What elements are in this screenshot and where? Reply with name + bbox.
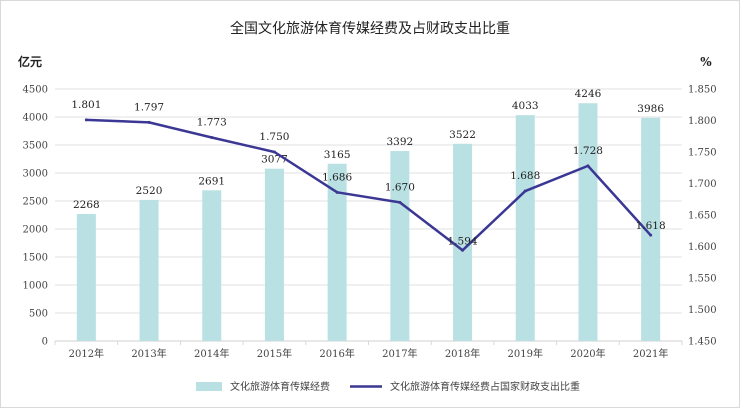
bar bbox=[390, 151, 410, 341]
left-axis-ticks: 0 500 1000 1500 2000 2500 3000 3500 4000 4500 bbox=[23, 85, 48, 348]
line-point bbox=[586, 164, 590, 168]
left-tick-label: 3500 bbox=[23, 141, 48, 152]
x-tick-label: 2013年 bbox=[131, 347, 166, 360]
line-point bbox=[210, 136, 214, 140]
left-tick-label: 2000 bbox=[23, 225, 48, 236]
right-tick-label: 1.550 bbox=[688, 274, 717, 285]
x-axis-ticks: 2012年 2013年 2014年 2015年 2016年 2017年 2018年 2019年… bbox=[54, 341, 683, 360]
bar-value-label: 4246 bbox=[575, 88, 602, 100]
right-tick-label: 1.700 bbox=[688, 179, 717, 190]
line-value-label: 1.594 bbox=[448, 235, 478, 247]
legend: 文化旅游体育传媒经费 文化旅游体育传媒经费占国家财政支出比重 bbox=[196, 380, 580, 393]
x-tick-label: 2019年 bbox=[508, 347, 543, 360]
line-value-label: 1.801 bbox=[71, 99, 101, 111]
x-tick-label: 2017年 bbox=[382, 347, 417, 360]
right-tick-label: 1.800 bbox=[688, 116, 717, 127]
left-tick-label: 2500 bbox=[23, 197, 48, 208]
bar bbox=[453, 143, 473, 341]
line-point bbox=[272, 150, 276, 154]
x-tick-label: 2020年 bbox=[570, 347, 605, 360]
right-axis-ticks: 1.450 1.500 1.550 1.600 1.650 1.700 1.750 1.800… bbox=[688, 85, 717, 348]
bar bbox=[202, 190, 222, 341]
line-point bbox=[461, 248, 465, 252]
right-tick-label: 1.500 bbox=[688, 305, 717, 316]
line-labels: 1.801 1.797 1.773 1.750 1.686 1.670 1.594 1.688… bbox=[71, 99, 665, 247]
line-value-label: 1.618 bbox=[636, 220, 666, 232]
left-axis-unit: 亿元 bbox=[18, 54, 42, 69]
bar bbox=[515, 115, 535, 341]
x-tick-label: 2021年 bbox=[633, 347, 668, 360]
line-series bbox=[84, 118, 653, 252]
line-value-label: 1.688 bbox=[510, 170, 540, 182]
line-value-label: 1.797 bbox=[134, 101, 164, 113]
line-value-label: 1.670 bbox=[385, 181, 415, 193]
bar-value-label: 2520 bbox=[136, 185, 163, 197]
left-tick-label: 500 bbox=[29, 309, 48, 320]
bar-series bbox=[76, 103, 661, 341]
bar-labels: 2268 2520 2691 3077 3165 3392 3522 4033 4246 3986 bbox=[73, 88, 664, 211]
line-value-label: 1.750 bbox=[259, 131, 289, 143]
x-tick-label: 2014年 bbox=[194, 347, 229, 360]
left-tick-label: 0 bbox=[42, 337, 48, 348]
left-tick-label: 4500 bbox=[23, 85, 48, 96]
right-tick-label: 1.600 bbox=[688, 242, 717, 253]
bar-value-label: 3077 bbox=[261, 154, 288, 166]
line-point bbox=[84, 118, 88, 122]
x-tick-label: 2018年 bbox=[445, 347, 480, 360]
left-tick-label: 3000 bbox=[23, 169, 48, 180]
bar-value-label: 3392 bbox=[386, 136, 413, 148]
x-tick-label: 2016年 bbox=[319, 347, 354, 360]
bar-value-label: 3986 bbox=[637, 103, 664, 115]
line-point bbox=[147, 120, 151, 124]
right-tick-label: 1.750 bbox=[688, 148, 717, 159]
right-tick-label: 1.650 bbox=[688, 211, 717, 222]
gridlines bbox=[55, 88, 682, 342]
line-value-label: 1.686 bbox=[322, 171, 352, 183]
bar-value-label: 2691 bbox=[198, 175, 225, 187]
bar bbox=[139, 199, 159, 341]
x-tick-label: 2015年 bbox=[257, 347, 292, 360]
legend-bar-label: 文化旅游体育传媒经费 bbox=[230, 380, 330, 393]
line-value-label: 1.728 bbox=[573, 145, 603, 157]
line-value-label: 1.773 bbox=[197, 117, 227, 129]
bar bbox=[327, 163, 347, 341]
bar bbox=[264, 168, 284, 341]
right-tick-label: 1.450 bbox=[688, 337, 717, 348]
bar bbox=[76, 213, 96, 341]
left-tick-label: 1000 bbox=[23, 281, 48, 292]
x-tick-label: 2012年 bbox=[69, 347, 104, 360]
right-axis-unit: % bbox=[700, 55, 712, 69]
bar-value-label: 3165 bbox=[324, 149, 351, 161]
bar-value-label: 3522 bbox=[449, 129, 476, 141]
legend-line-label: 文化旅游体育传媒经费占国家财政支出比重 bbox=[390, 380, 580, 393]
line-point bbox=[523, 189, 527, 193]
bar bbox=[578, 103, 598, 341]
series-line bbox=[86, 118, 652, 252]
legend-bar-swatch bbox=[196, 382, 222, 391]
line-point bbox=[335, 190, 339, 194]
right-tick-label: 1.850 bbox=[688, 85, 717, 96]
line-point bbox=[398, 200, 402, 204]
left-tick-label: 1500 bbox=[23, 253, 48, 264]
chart-title: 全国文化旅游体育传媒经费及占财政支出比重 bbox=[230, 20, 510, 37]
bar-value-label: 4033 bbox=[512, 100, 539, 112]
left-tick-label: 4000 bbox=[23, 113, 48, 124]
bar-value-label: 2268 bbox=[73, 199, 100, 211]
line-point bbox=[649, 233, 653, 237]
bar bbox=[641, 117, 661, 341]
